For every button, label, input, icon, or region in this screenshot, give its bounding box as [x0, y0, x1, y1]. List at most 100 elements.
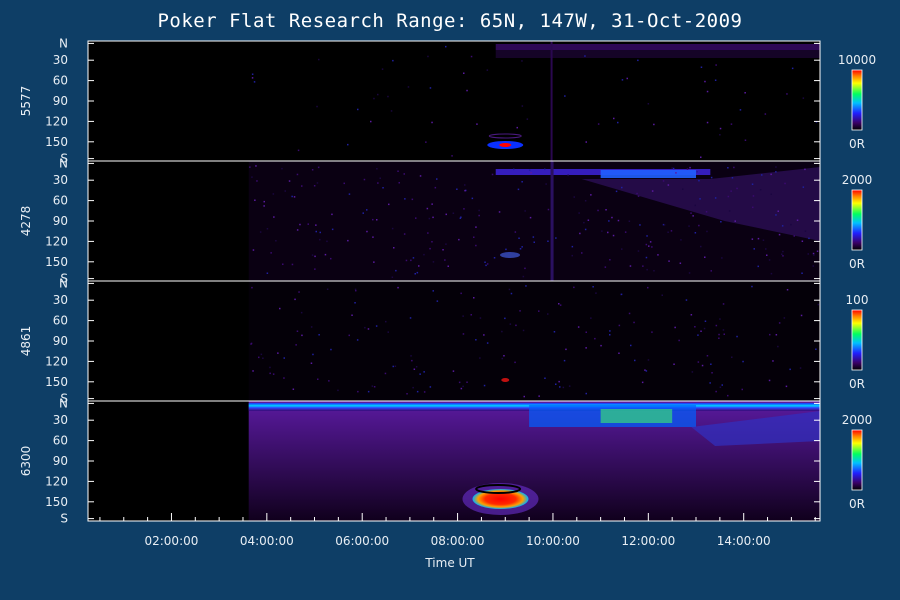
noise-dot — [411, 198, 414, 201]
noise-dot — [694, 326, 696, 328]
y-tick-label: S — [60, 152, 68, 166]
noise-dot — [460, 216, 462, 218]
noise-dot — [483, 334, 485, 336]
noise-dot — [585, 392, 587, 395]
noise-dot — [642, 265, 644, 267]
noise-dot — [815, 348, 817, 350]
noise-dot — [728, 210, 731, 212]
noise-dot — [686, 168, 689, 170]
noise-dot — [379, 177, 381, 179]
noise-dot — [723, 333, 725, 335]
noise-dot — [426, 207, 429, 210]
noise-dot — [470, 55, 473, 58]
emission-band — [495, 44, 820, 50]
noise-dot — [759, 189, 762, 191]
colorbar-min-label: 0R — [849, 497, 865, 511]
y-tick-label: 90 — [53, 214, 68, 228]
noise-dot — [634, 359, 636, 362]
noise-dot — [648, 245, 650, 247]
noise-dot — [279, 307, 281, 310]
noise-dot — [397, 286, 399, 289]
noise-dot — [590, 317, 592, 319]
noise-dot — [295, 344, 297, 346]
noise-dot — [813, 254, 815, 256]
noise-dot — [356, 339, 359, 341]
noise-dot — [538, 310, 540, 312]
bright-streak — [550, 161, 554, 281]
noise-dot — [445, 45, 447, 48]
noise-dot — [700, 330, 702, 332]
noise-dot — [391, 227, 394, 230]
noise-dot — [318, 58, 320, 61]
noise-dot — [765, 248, 767, 250]
noise-dot — [679, 262, 682, 264]
noise-dot — [621, 248, 623, 250]
noise-dot — [434, 186, 437, 189]
noise-dot — [412, 257, 415, 259]
noise-dot — [785, 385, 788, 388]
noise-dot — [751, 285, 753, 288]
noise-dot — [310, 362, 313, 364]
noise-dot — [326, 288, 329, 290]
bright-spot — [501, 378, 510, 382]
noise-dot — [429, 247, 431, 250]
noise-dot — [458, 381, 461, 384]
noise-dot — [277, 352, 279, 354]
noise-dot — [442, 249, 444, 251]
noise-dot — [766, 254, 768, 256]
noise-dot — [630, 344, 632, 347]
noise-dot — [451, 155, 453, 157]
noise-dot — [475, 339, 477, 341]
noise-dot — [315, 224, 317, 226]
noise-dot — [398, 182, 400, 184]
noise-dot — [252, 249, 255, 251]
noise-dot — [597, 123, 600, 125]
y-tick-label: 60 — [53, 74, 68, 88]
noise-dot — [272, 373, 275, 375]
noise-dot — [456, 188, 458, 190]
noise-dot — [621, 186, 623, 189]
noise-dot — [517, 188, 520, 191]
noise-dot — [317, 378, 319, 380]
y-tick-label: 90 — [53, 454, 68, 468]
noise-dot — [629, 265, 632, 267]
x-tick-label: 04:00:00 — [240, 534, 294, 548]
noise-dot — [528, 169, 531, 171]
noise-dot — [501, 357, 503, 360]
noise-dot — [816, 250, 819, 252]
bright-spot — [500, 252, 521, 258]
colorbar-max-label: 2000 — [842, 413, 873, 427]
noise-dot — [376, 219, 378, 221]
noise-dot — [651, 246, 653, 248]
noise-dot — [651, 331, 653, 333]
panel-5577 — [87, 40, 821, 162]
noise-dot — [584, 55, 586, 57]
noise-dot — [529, 216, 532, 219]
colorbar-max-label: 10000 — [838, 53, 876, 67]
noise-dot — [348, 334, 350, 337]
noise-dot — [781, 225, 784, 227]
noise-dot — [432, 216, 434, 219]
noise-dot — [484, 261, 486, 263]
noise-dot — [578, 212, 580, 214]
noise-dot — [751, 238, 754, 240]
noise-dot — [547, 313, 549, 315]
noise-dot — [573, 286, 575, 289]
noise-dot — [514, 361, 516, 364]
noise-dot — [249, 166, 251, 168]
noise-dot — [653, 270, 655, 272]
noise-dot — [637, 250, 640, 252]
noise-dot — [613, 117, 615, 120]
noise-dot — [718, 333, 720, 336]
noise-dot — [519, 248, 522, 250]
noise-dot — [620, 293, 623, 296]
noise-dot — [311, 254, 314, 256]
x-tick-label: 02:00:00 — [144, 534, 198, 548]
panel-4278 — [87, 160, 821, 282]
noise-dot — [259, 231, 262, 233]
noise-dot — [770, 272, 773, 275]
noise-dot — [508, 288, 511, 291]
noise-dot — [415, 217, 417, 219]
noise-dot — [719, 127, 722, 130]
noise-dot — [385, 320, 387, 323]
